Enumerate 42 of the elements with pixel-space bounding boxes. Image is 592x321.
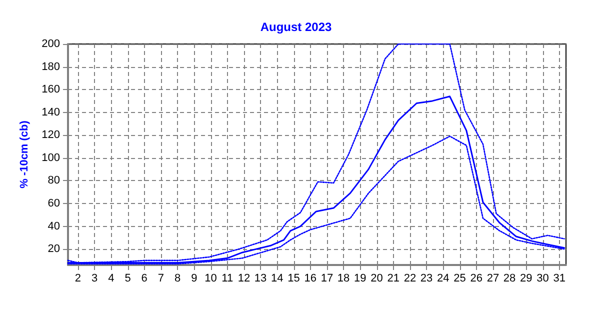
x-tick-label: 30 <box>536 272 549 284</box>
x-tick-label: 4 <box>108 272 114 284</box>
x-tick-label: 19 <box>354 272 366 284</box>
y-tick-label: 180 <box>42 60 60 73</box>
x-tick-label: 3 <box>91 272 98 284</box>
x-tick-label: 9 <box>191 272 198 284</box>
y-tick-label: 200 <box>42 38 60 50</box>
y-tick-label: 40 <box>48 220 60 232</box>
y-axis-title: % -10cm (cb) <box>18 120 30 188</box>
x-tick-label: 21 <box>387 272 400 284</box>
x-tick-label: 28 <box>503 272 516 284</box>
x-tick-label: 18 <box>337 272 350 284</box>
x-tick-label: 25 <box>454 272 466 284</box>
x-tick-label: 16 <box>304 272 316 284</box>
x-tick-label: 22 <box>404 272 416 284</box>
x-tick-label: 27 <box>486 272 500 284</box>
y-tick-label: 80 <box>48 174 60 187</box>
x-tick-label: 14 <box>271 272 284 284</box>
x-tick-label: 7 <box>158 272 164 284</box>
x-tick-label: 11 <box>222 272 234 284</box>
y-tick-label: 160 <box>42 84 60 96</box>
x-tick-label: 31 <box>553 272 566 284</box>
x-tick-label: 13 <box>254 272 267 284</box>
x-tick-label: 15 <box>288 272 300 284</box>
y-tick-label: 100 <box>42 152 60 164</box>
y-tick-label: 140 <box>42 106 60 118</box>
y-tick-label: 60 <box>48 197 60 210</box>
x-tick-label: 10 <box>204 272 217 284</box>
x-tick-label: 2 <box>74 272 82 284</box>
x-tick-label: 5 <box>124 272 131 284</box>
x-tick-label: 17 <box>320 272 334 284</box>
x-tick-label: 20 <box>370 272 383 284</box>
y-tick-label: 20 <box>48 243 60 256</box>
x-tick-label: 6 <box>141 272 148 284</box>
x-tick-label: 12 <box>238 272 250 284</box>
x-tick-label: 26 <box>470 272 482 284</box>
x-tick-label: 24 <box>437 272 450 284</box>
y-tick-label: 120 <box>42 129 60 142</box>
x-tick-label: 23 <box>420 272 433 284</box>
chart-title: August 2023 <box>260 20 332 34</box>
x-tick-label: 29 <box>520 272 532 284</box>
x-tick-label: 8 <box>174 272 181 284</box>
